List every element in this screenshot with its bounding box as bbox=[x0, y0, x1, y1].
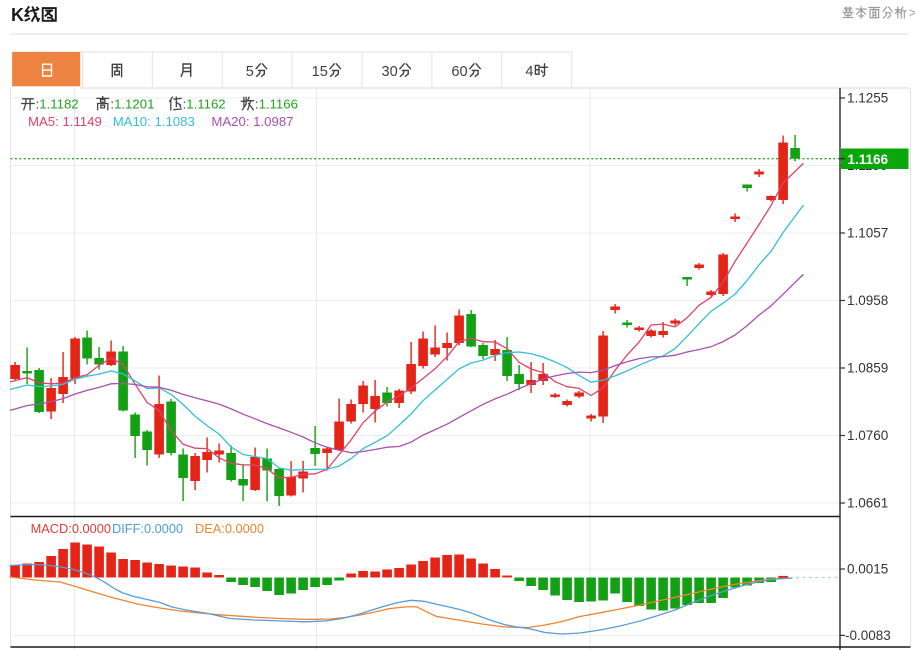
svg-text:1.1057: 1.1057 bbox=[847, 226, 888, 241]
svg-text::1.1201: :1.1201 bbox=[110, 97, 154, 112]
svg-text:4: 4 bbox=[525, 64, 533, 80]
svg-text:>: > bbox=[909, 5, 915, 20]
svg-text:-0.0083: -0.0083 bbox=[845, 628, 891, 643]
svg-text:MA5: 1.1149: MA5: 1.1149 bbox=[28, 114, 102, 129]
svg-text::1.1162: :1.1162 bbox=[183, 97, 226, 112]
svg-text::1.1182: :1.1182 bbox=[36, 97, 79, 112]
svg-text:30: 30 bbox=[382, 64, 398, 80]
svg-text:DEA:0.0000: DEA:0.0000 bbox=[195, 521, 264, 536]
svg-text:0.0015: 0.0015 bbox=[847, 562, 888, 577]
svg-text:15: 15 bbox=[312, 64, 328, 80]
svg-text:1.1166: 1.1166 bbox=[848, 152, 889, 167]
svg-text:5: 5 bbox=[246, 64, 254, 80]
svg-text:1.0661: 1.0661 bbox=[847, 496, 888, 511]
svg-text:MA20: 1.0987: MA20: 1.0987 bbox=[211, 114, 293, 129]
svg-text:1.0859: 1.0859 bbox=[847, 361, 888, 376]
svg-text:MACD:0.0000: MACD:0.0000 bbox=[31, 521, 111, 536]
svg-text:1.1255: 1.1255 bbox=[847, 91, 888, 106]
svg-text:K: K bbox=[11, 5, 24, 25]
svg-text::1.1166: :1.1166 bbox=[255, 97, 298, 112]
svg-text:1.0958: 1.0958 bbox=[847, 293, 888, 308]
svg-text:MA10: 1.1083: MA10: 1.1083 bbox=[113, 114, 195, 129]
svg-text:1.0760: 1.0760 bbox=[847, 428, 888, 443]
svg-text:60: 60 bbox=[451, 64, 467, 80]
svg-text:DIFF:0.0000: DIFF:0.0000 bbox=[112, 521, 183, 536]
